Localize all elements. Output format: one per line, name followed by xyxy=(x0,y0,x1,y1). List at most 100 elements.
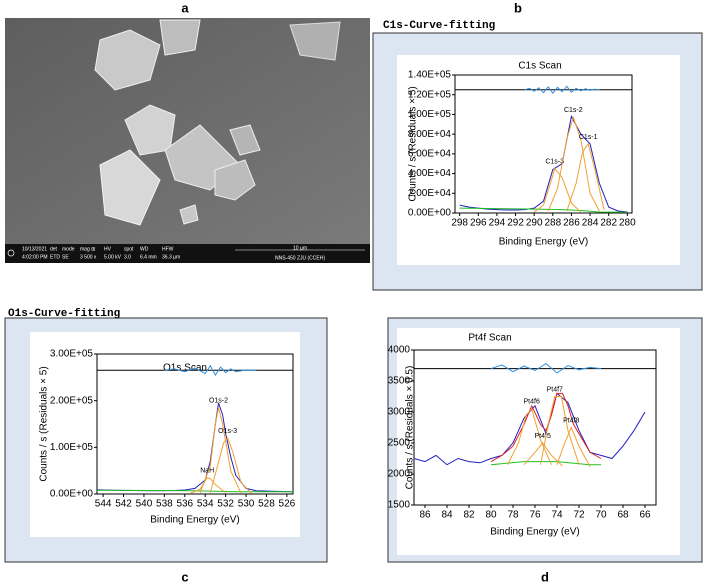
y-tick-label: 8.00E+04 xyxy=(408,129,452,140)
x-tick-label: 526 xyxy=(279,499,296,510)
x-tick-label: 296 xyxy=(470,218,487,229)
y-tick-label: 1500 xyxy=(388,500,411,511)
peak-label: O1s-2 xyxy=(209,398,228,405)
sem-info-text: 3.0 xyxy=(124,254,131,260)
plot-frame xyxy=(454,74,633,214)
series-line xyxy=(209,437,252,494)
panel-label: d xyxy=(541,569,549,584)
sem-image xyxy=(5,18,370,263)
x-tick-label: 70 xyxy=(595,510,607,521)
sem-info-text: WD xyxy=(140,246,149,252)
peak-label: Pt4f7 xyxy=(547,386,563,393)
y-tick-label: 2500 xyxy=(388,438,411,449)
series-line xyxy=(533,167,582,213)
series-line xyxy=(556,426,591,467)
plot-background xyxy=(30,332,300,537)
x-tick-label: 66 xyxy=(639,510,651,521)
x-tick-label: 86 xyxy=(419,510,431,521)
series-line xyxy=(523,442,563,467)
series-line xyxy=(459,207,628,213)
x-tick-label: 532 xyxy=(217,499,234,510)
instrument: NNS-450 ZJU (CCEH) xyxy=(275,255,325,261)
y-axis-label: Counts / s (Residuals × 5) xyxy=(39,366,50,481)
y-tick-label: 6.00E+04 xyxy=(408,148,452,159)
x-tick-label: 530 xyxy=(238,499,255,510)
x-tick-label: 84 xyxy=(441,510,453,521)
series-line xyxy=(189,477,226,494)
x-tick-label: 288 xyxy=(544,218,561,229)
y-tick-label: 0.00E+00 xyxy=(408,208,452,219)
series-line xyxy=(524,85,600,95)
peak-label: C1s-2 xyxy=(564,107,583,114)
sem-info-text: HFW xyxy=(162,246,174,252)
x-tick-label: 68 xyxy=(617,510,629,521)
y-tick-label: 1.20E+05 xyxy=(408,89,452,100)
y-axis-label: Counts / s (Residuals × 5) xyxy=(408,86,419,201)
peak-label: C1s-3 xyxy=(545,158,564,165)
x-tick-label: 80 xyxy=(485,510,497,521)
x-tick-label: 290 xyxy=(526,218,543,229)
sem-info-text: mode xyxy=(62,246,75,252)
y-tick-label: 4000 xyxy=(388,345,411,356)
x-tick-label: 280 xyxy=(619,218,636,229)
series-line xyxy=(459,114,628,213)
series-line xyxy=(490,461,601,466)
peak-label: Pt4f5 xyxy=(535,433,551,440)
y-tick-label: 3.00E+05 xyxy=(50,349,94,360)
x-tick-label: 76 xyxy=(529,510,541,521)
panel-label: a xyxy=(181,0,189,15)
series-line xyxy=(96,489,293,493)
sem-info-text: ETD xyxy=(50,254,60,260)
x-tick-label: 284 xyxy=(582,218,599,229)
chart-title: O1s Scan xyxy=(163,363,207,374)
sem-info-text: 3 500 x xyxy=(80,254,97,260)
x-tick-label: 292 xyxy=(507,218,524,229)
y-tick-label: 2000 xyxy=(388,469,411,480)
panel-header: C1s-Curve-fitting xyxy=(383,20,495,32)
y-tick-label: 1.40E+05 xyxy=(408,70,452,81)
series-line xyxy=(547,115,600,212)
y-tick-label: 2.00E+04 xyxy=(408,188,452,199)
panel-header: O1s-Curve-fitting xyxy=(8,308,120,320)
x-tick-label: 538 xyxy=(156,499,173,510)
sem-info-text: 36.3 µm xyxy=(162,254,180,260)
x-tick-label: 544 xyxy=(95,499,112,510)
peak-label: O1s-3 xyxy=(218,428,237,435)
series-line xyxy=(490,392,602,463)
series-line xyxy=(164,364,257,376)
sem-info-text: 6.4 mm xyxy=(140,254,157,260)
y-tick-label: 0.00E+00 xyxy=(50,489,94,500)
x-tick-label: 72 xyxy=(573,510,585,521)
x-tick-label: 528 xyxy=(258,499,275,510)
series-line xyxy=(199,407,242,494)
peak-label: Pt4f6 xyxy=(524,399,540,406)
sem-info-text: 4:02:00 PM xyxy=(22,254,48,260)
panel-label: b xyxy=(514,0,522,15)
sem-info-text: spot xyxy=(124,246,134,252)
y-tick-label: 4.00E+04 xyxy=(408,168,452,179)
x-tick-label: 82 xyxy=(463,510,475,521)
series-line xyxy=(490,362,602,374)
plot-background xyxy=(397,328,680,555)
y-axis-label: Counts / s (Residuals × 0.5) xyxy=(405,366,416,490)
x-tick-label: 74 xyxy=(551,510,563,521)
x-axis-label: Binding Energy (eV) xyxy=(490,527,580,538)
y-tick-label: 2.00E+05 xyxy=(50,395,94,406)
peak-label: C1s-1 xyxy=(579,134,598,141)
plot-frame xyxy=(96,353,294,495)
peak-label: NaH xyxy=(200,468,214,475)
series-line xyxy=(540,396,580,465)
series-line xyxy=(566,142,605,212)
x-tick-label: 78 xyxy=(507,510,519,521)
x-tick-label: 534 xyxy=(197,499,214,510)
chart-title: Pt4f Scan xyxy=(468,333,511,344)
y-tick-label: 3000 xyxy=(388,407,411,418)
y-tick-label: 1.00E+05 xyxy=(50,442,94,453)
x-tick-label: 540 xyxy=(136,499,153,510)
sem-info-text: 10/13/2021 xyxy=(22,246,47,252)
x-tick-label: 542 xyxy=(115,499,132,510)
panel-label: c xyxy=(181,569,188,584)
